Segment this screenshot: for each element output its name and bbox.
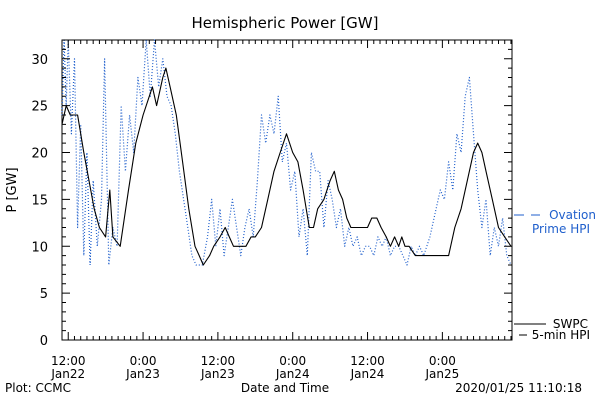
y-tick-label: 30 [31, 53, 48, 68]
y-tick-label: 10 [31, 240, 48, 255]
y-tick-label: 15 [31, 193, 48, 208]
y-axis-label: P [GW] [5, 167, 20, 212]
legend-ovation-sublabel: Prime HPI [532, 222, 590, 236]
x-tick-label-time: 12:00 [51, 354, 86, 368]
ovation-layer [61, 39, 512, 266]
legend: Ovation Prime HPI SWPC 5-min HPI [514, 208, 596, 342]
y-tick-label: 25 [31, 100, 48, 115]
y-tick-label: 5 [40, 287, 48, 302]
x-tick-label-date: Jan22 [50, 367, 85, 381]
plot-credit: Plot: CCMC [5, 381, 71, 395]
ovation-series-line [61, 39, 512, 266]
legend-swpc-sublabel: 5-min HPI [532, 328, 590, 342]
x-axis-label: Date and Time [241, 381, 329, 395]
x-tick-label-time: 0:00 [429, 354, 456, 368]
x-tick-label-date: Jan25 [424, 367, 459, 381]
y-tick-label: 0 [40, 334, 48, 349]
x-axis: 12:00Jan220:00Jan2312:00Jan230:00Jan2412… [50, 40, 512, 381]
x-tick-label-date: Jan23 [125, 367, 160, 381]
plot-timestamp: 2020/01/25 11:10:18 [455, 381, 582, 395]
plot-frame [61, 39, 513, 341]
y-axis: 0 5 10 15 20 25 30 [31, 39, 512, 349]
x-tick-label-date: Jan23 [200, 367, 235, 381]
legend-swpc-label: SWPC [553, 317, 588, 331]
x-tick-label-time: 12:00 [350, 354, 385, 368]
x-tick-label-date: Jan24 [275, 367, 310, 381]
chart-title: Hemispheric Power [GW] [192, 14, 379, 32]
x-tick-label-time: 12:00 [201, 354, 236, 368]
y-tick-label: 20 [31, 147, 48, 162]
x-tick-label-time: 0:00 [130, 354, 157, 368]
x-tick-label-time: 0:00 [279, 354, 306, 368]
swpc-layer [61, 67, 512, 266]
x-tick-label-date: Jan24 [350, 367, 385, 381]
plot-area [61, 39, 513, 341]
swpc-series-line [61, 67, 512, 266]
legend-ovation-label: Ovation [549, 208, 596, 222]
